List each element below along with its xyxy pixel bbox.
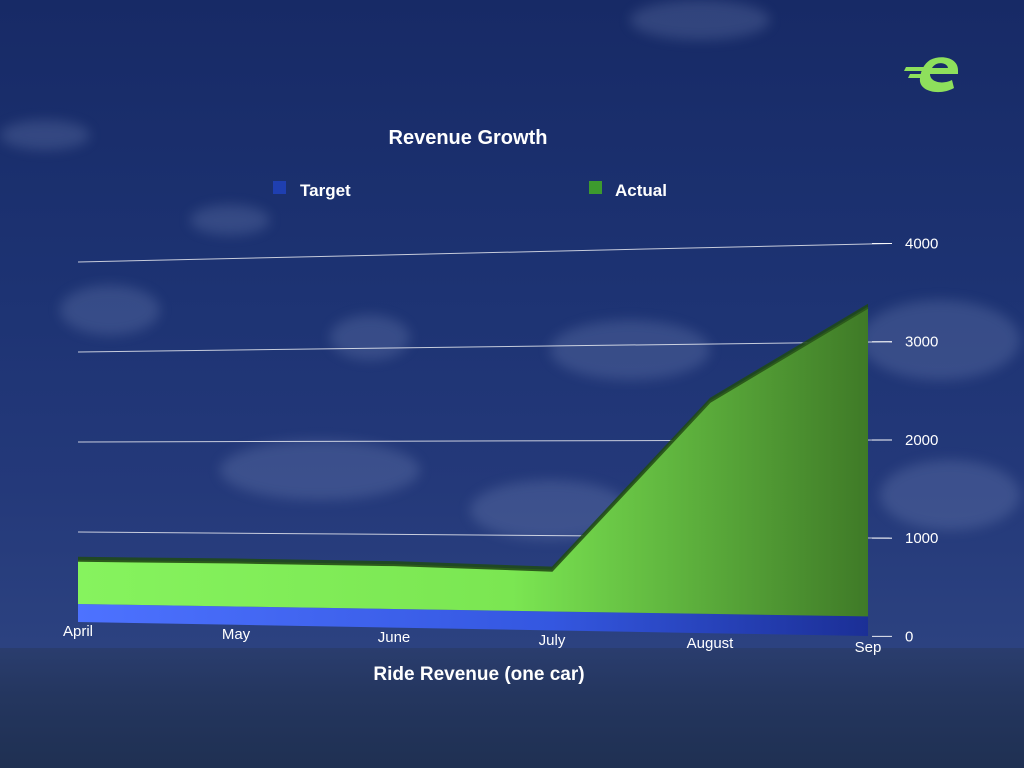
y-tick-label: 3000 — [905, 334, 938, 351]
series-line-actual — [77, 306, 869, 572]
legend-label-target: Target — [300, 181, 351, 200]
series-area-actual — [78, 307, 868, 617]
x-tick-label: July — [539, 632, 566, 649]
x-axis-label: Ride Revenue (one car) — [373, 664, 584, 685]
x-tick-label: June — [378, 629, 411, 646]
series-area-target — [78, 604, 868, 636]
cloud — [60, 285, 160, 335]
gridline — [77, 242, 893, 263]
cloud — [550, 320, 710, 380]
cloud — [330, 315, 410, 360]
cloud — [630, 0, 770, 40]
x-tick-label: April — [63, 623, 93, 640]
cloud — [190, 205, 270, 235]
x-tick-label: August — [687, 635, 735, 652]
y-tick-label: 0 — [905, 628, 913, 645]
y-tick-label: 4000 — [905, 235, 938, 252]
chart-title: Revenue Growth — [389, 127, 548, 149]
cloud — [220, 440, 420, 500]
e-logo-icon — [904, 57, 958, 93]
y-tick-label: 2000 — [905, 432, 938, 449]
legend-swatch-actual — [589, 181, 602, 194]
x-tick-label: May — [222, 626, 251, 643]
legend-swatch-target — [273, 181, 286, 194]
cloud — [880, 460, 1020, 530]
field-background — [0, 648, 1024, 768]
cloud — [860, 300, 1020, 380]
legend-label-actual: Actual — [615, 181, 667, 200]
y-tick-label: 1000 — [905, 530, 938, 547]
cloud — [0, 120, 90, 150]
x-tick-label: Sep — [855, 639, 882, 656]
gridline — [77, 341, 893, 353]
